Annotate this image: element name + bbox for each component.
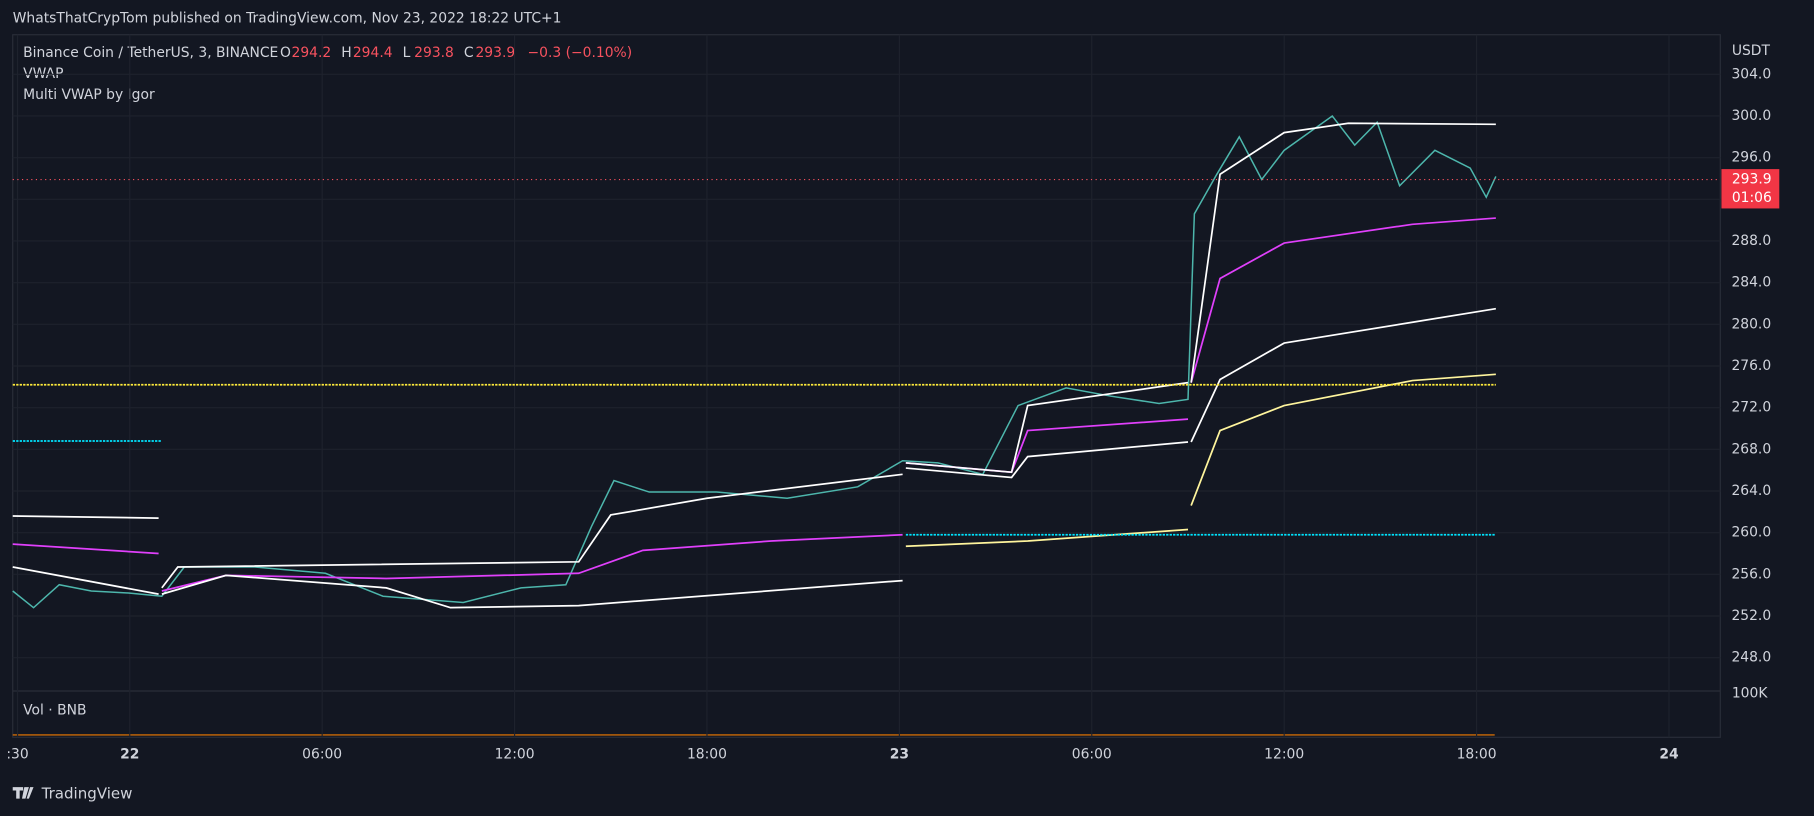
grid	[12, 34, 1721, 738]
publisher: WhatsThatCrypTom published on TradingVie…	[13, 11, 562, 27]
volume-tick: 100K	[1732, 685, 1768, 701]
y-tick-label: 248.0	[1731, 650, 1771, 666]
y-tick-label: 280.0	[1731, 316, 1771, 332]
ohlc-key: H	[341, 45, 351, 61]
ohlc-value: 293.8	[414, 45, 454, 61]
plot-frame	[12, 34, 1721, 738]
y-tick-label: 272.0	[1731, 400, 1771, 416]
y-tick-label: 264.0	[1731, 483, 1771, 499]
x-tick-label: 18:00	[1457, 747, 1497, 763]
ohlc-value: 294.4	[353, 45, 393, 61]
x-tick-label: 24	[1659, 747, 1679, 763]
ohlc-legend: O 294.2 H 294.4 L 293.8 C 293.9 −0.3 (−0.10%)	[280, 45, 632, 61]
y-tick-label: 256.0	[1731, 566, 1771, 582]
y-tick-label: 260.0	[1731, 525, 1771, 541]
x-tick-label: 12:00	[1264, 747, 1304, 763]
x-tick-label: 06:00	[1072, 747, 1112, 763]
series-line	[905, 373, 1496, 548]
indicator-label: Multi VWAP by Igor	[23, 87, 155, 103]
y-tick-label: 252.0	[1731, 608, 1771, 624]
price-tag	[1721, 169, 1780, 209]
symbol: Binance Coin / TetherUS, 3, BINANCE	[23, 45, 278, 61]
series-line	[12, 217, 1496, 592]
y-tick-label: 288.0	[1731, 233, 1771, 249]
brand-name: TradingView	[41, 785, 133, 803]
x-tick-label: 23	[890, 747, 909, 763]
ohlc-key: C	[464, 45, 474, 61]
series-line	[12, 307, 1496, 609]
x-tick-label: 22	[120, 747, 139, 763]
x-tick-label: :30	[6, 747, 28, 763]
y-tick-label: 296.0	[1731, 150, 1771, 166]
x-tick-label: 18:00	[687, 747, 727, 763]
ohlc-key: O	[280, 45, 291, 61]
y-tick-label: 300.0	[1731, 108, 1771, 124]
brand: TradingView	[12, 785, 133, 803]
y-tick-label: 304.0	[1731, 66, 1771, 82]
x-tick-label: 12:00	[495, 747, 535, 763]
ohlc-value: 294.2	[292, 45, 332, 61]
brand-logo	[12, 787, 34, 799]
price-tag-countdown: 01:06	[1732, 190, 1772, 206]
y-tick-label: 276.0	[1731, 358, 1771, 374]
price-tag-value: 293.9	[1732, 172, 1772, 188]
ohlc-key: L	[403, 45, 411, 61]
ohlc-value: 293.9	[475, 45, 515, 61]
x-tick-label: 06:00	[302, 747, 342, 763]
volume-label: Vol · BNB	[23, 703, 86, 719]
y-tick-label: 268.0	[1731, 441, 1771, 457]
currency: USDT	[1732, 43, 1771, 59]
change: −0.3 (−0.10%)	[528, 45, 633, 61]
y-tick-label: 284.0	[1731, 275, 1771, 291]
series-line	[12, 122, 1496, 589]
